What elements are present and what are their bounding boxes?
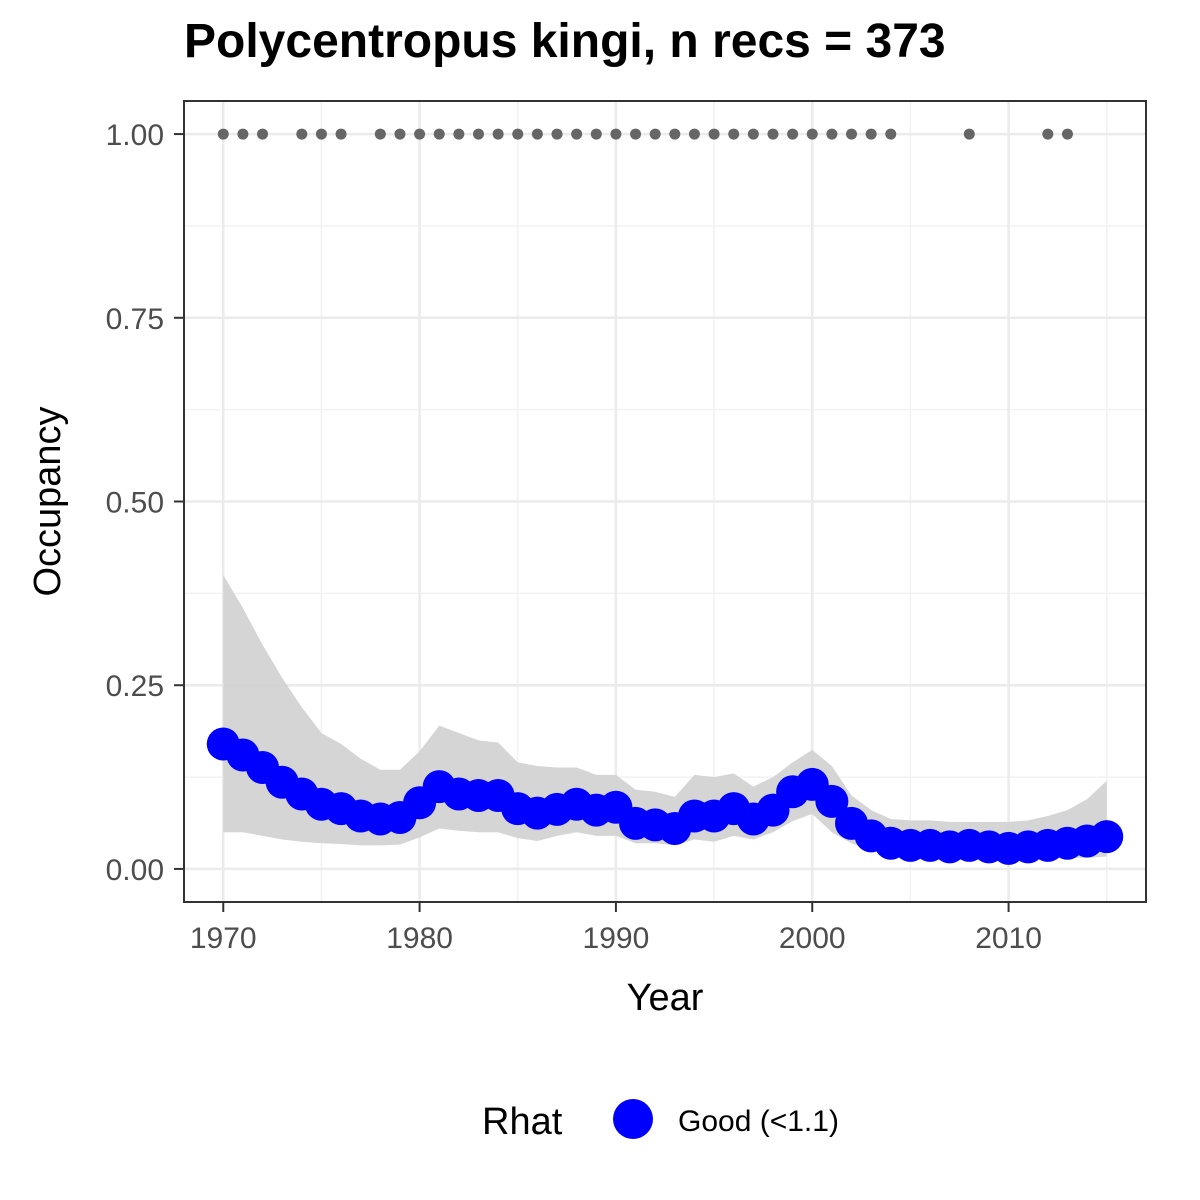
record-point <box>433 128 445 140</box>
record-point <box>590 128 602 140</box>
record-point <box>335 128 347 140</box>
record-point <box>374 128 386 140</box>
record-point <box>885 128 897 140</box>
x-axis-title: Year <box>627 977 704 1019</box>
x-tick-label: 1980 <box>386 922 453 955</box>
record-point <box>787 128 799 140</box>
record-point <box>453 128 465 140</box>
record-point <box>571 128 583 140</box>
record-point <box>826 128 838 140</box>
x-tick-label: 2000 <box>779 922 846 955</box>
y-axis-title: Occupancy <box>27 406 69 596</box>
record-point <box>846 128 858 140</box>
occupancy-series <box>206 727 1124 865</box>
record-point <box>394 128 406 140</box>
data-point <box>1090 820 1124 854</box>
record-point <box>630 128 642 140</box>
record-point <box>237 128 249 140</box>
data-point <box>815 784 849 818</box>
record-point <box>708 128 720 140</box>
record-point <box>806 128 818 140</box>
record-point <box>551 128 563 140</box>
y-tick-label: 0.75 <box>106 303 164 336</box>
record-point <box>257 128 269 140</box>
record-point <box>512 128 524 140</box>
legend-label-good: Good (<1.1) <box>678 1105 839 1138</box>
record-point <box>610 128 622 140</box>
record-point <box>688 128 700 140</box>
record-point <box>649 128 661 140</box>
y-tick-label: 1.00 <box>106 119 164 152</box>
record-point <box>865 128 877 140</box>
record-point <box>767 128 779 140</box>
y-tick-label: 0.50 <box>106 487 164 520</box>
record-point <box>414 128 426 140</box>
record-point <box>472 128 484 140</box>
record-points <box>217 128 1073 140</box>
record-point <box>747 128 759 140</box>
record-point <box>315 128 327 140</box>
legend: Rhat Good (<1.1) <box>482 1099 839 1143</box>
record-point <box>1042 128 1054 140</box>
record-point <box>492 128 504 140</box>
record-point <box>217 128 229 140</box>
record-point <box>1061 128 1073 140</box>
record-point <box>963 128 975 140</box>
record-point <box>296 128 308 140</box>
x-tick-label: 2010 <box>975 922 1042 955</box>
record-point <box>669 128 681 140</box>
legend-key-good <box>613 1099 653 1139</box>
record-point <box>531 128 543 140</box>
x-tick-label: 1990 <box>583 922 650 955</box>
chart-title: Polycentropus kingi, n recs = 373 <box>184 15 946 68</box>
axes: 1970 1980 1990 2000 2010 0.00 0.25 0.50 0.75 1.00 <box>106 119 1042 955</box>
legend-title: Rhat <box>482 1101 563 1143</box>
y-tick-label: 0.25 <box>106 670 164 703</box>
x-tick-label: 1970 <box>190 922 257 955</box>
record-point <box>728 128 740 140</box>
y-tick-label: 0.00 <box>106 854 164 887</box>
